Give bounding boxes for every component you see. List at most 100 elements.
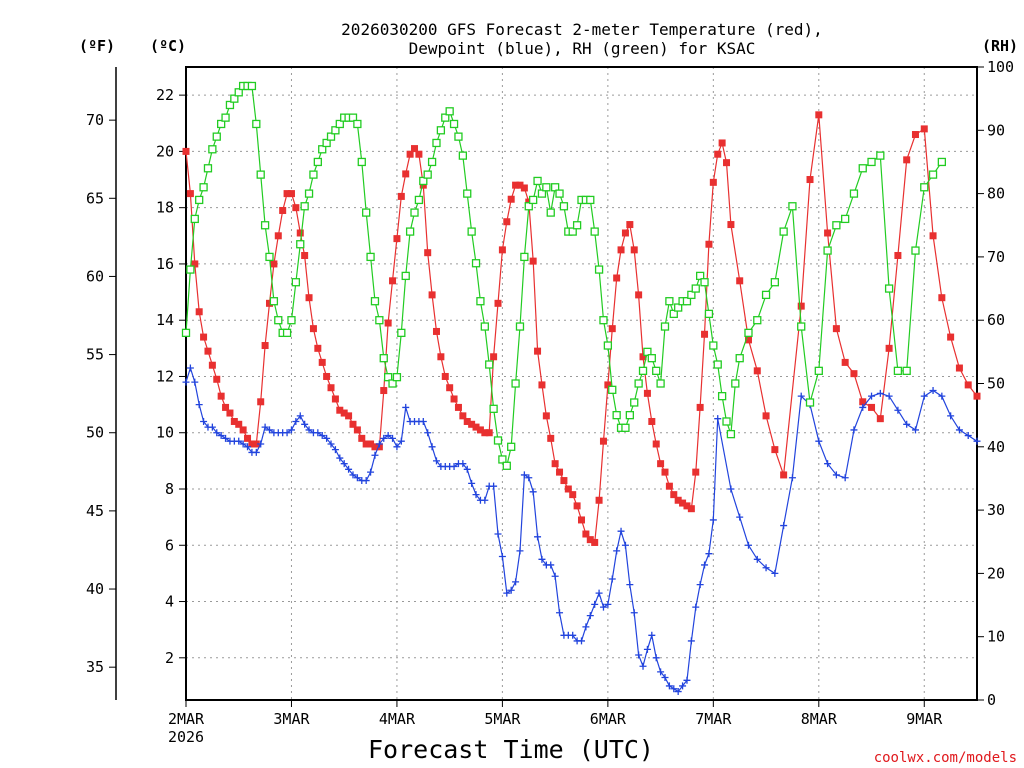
temperature-point xyxy=(534,347,542,355)
fahrenheit-tick-label: 40 xyxy=(86,580,104,598)
rh-point xyxy=(709,341,718,350)
dewpoint-point xyxy=(296,412,304,420)
temperature-point xyxy=(331,395,339,403)
temperature-point xyxy=(599,437,607,445)
dewpoint-point xyxy=(252,448,260,456)
temperature-point xyxy=(384,319,392,327)
rh-point xyxy=(366,252,375,262)
fahrenheit-tick-label: 65 xyxy=(86,189,104,207)
dewpoint-point xyxy=(498,553,506,561)
celsius-tick-label: 2 xyxy=(165,649,174,667)
dewpoint-point xyxy=(683,676,691,684)
temperature-point xyxy=(551,460,559,468)
rh-point xyxy=(599,316,608,325)
temperature-point xyxy=(582,530,590,538)
dewpoint-point xyxy=(788,474,796,482)
rh-point xyxy=(225,100,235,110)
rh-point xyxy=(203,164,213,173)
rh-point xyxy=(515,322,525,331)
temperature-point xyxy=(859,398,867,406)
rh-tick-label: 20 xyxy=(987,564,1005,582)
dewpoint-point xyxy=(621,541,629,549)
x-axis-label: Forecast Time (UTC) xyxy=(368,735,654,764)
rh-point xyxy=(867,157,876,167)
rh-point xyxy=(436,126,446,135)
rh-point xyxy=(247,81,257,91)
temperature-point xyxy=(630,246,638,254)
fahrenheit-tick-label: 60 xyxy=(86,267,104,285)
dewpoint-point xyxy=(894,406,902,414)
rh-point xyxy=(647,354,656,363)
dewpoint-point xyxy=(938,392,946,400)
dewpoint-point xyxy=(551,572,559,580)
celsius-tick-label: 18 xyxy=(156,199,174,217)
dewpoint-point xyxy=(490,482,498,490)
rh-point xyxy=(779,227,788,236)
rh-point xyxy=(252,119,261,129)
rh-point xyxy=(260,221,270,230)
celsius-tick-label: 10 xyxy=(156,424,174,442)
rh-point xyxy=(322,138,331,148)
dewpoint-point xyxy=(380,434,388,442)
rh-point xyxy=(296,240,305,249)
rh-point xyxy=(884,284,894,293)
temperature-point xyxy=(868,403,876,411)
rh-point xyxy=(480,322,489,331)
temperature-point xyxy=(411,145,419,153)
temperature-point xyxy=(279,206,287,214)
temperature-point xyxy=(235,420,243,428)
temperature-point xyxy=(701,330,709,338)
dewpoint-point xyxy=(345,465,353,473)
rh-point xyxy=(313,157,322,167)
temperature-point xyxy=(371,443,379,451)
temperature-point xyxy=(507,195,515,203)
dewpoint-point xyxy=(753,555,761,563)
dewpoint-point xyxy=(239,440,247,448)
rh-point xyxy=(858,164,867,173)
temperature-point xyxy=(454,403,462,411)
rh-point xyxy=(634,379,643,388)
rh-point xyxy=(181,328,191,338)
rh-point xyxy=(700,278,709,287)
fahrenheit-tick-label: 45 xyxy=(86,502,104,520)
temperature-point xyxy=(287,190,295,198)
dewpoint-point xyxy=(384,432,392,440)
dewpoint-point xyxy=(191,378,199,386)
dewpoint-point xyxy=(832,471,840,479)
rh-point xyxy=(902,366,911,375)
dewpoint-point xyxy=(305,426,313,434)
temperature-point xyxy=(208,361,216,369)
rh-line xyxy=(185,85,943,468)
temperature-point xyxy=(903,156,911,164)
temperature-point xyxy=(226,409,234,417)
temperature-point xyxy=(613,274,621,282)
temperature-point xyxy=(538,381,546,389)
rh-point xyxy=(463,189,472,198)
temperature-point xyxy=(841,358,849,366)
dewpoint-point xyxy=(362,477,370,485)
fahrenheit-axis-unit: (ºF) xyxy=(79,37,115,55)
temperature-point xyxy=(406,150,414,158)
temperature-point xyxy=(744,336,752,344)
temperature-point xyxy=(463,417,471,425)
dewpoint-point xyxy=(323,434,331,442)
dewpoint-point xyxy=(661,673,669,681)
temperature-point xyxy=(274,232,282,240)
rh-point xyxy=(572,221,582,230)
dewpoint-point xyxy=(608,575,616,583)
rh-tick-label: 100 xyxy=(987,58,1014,76)
rh-point xyxy=(537,189,547,198)
x-tick-sublabel: 2026 xyxy=(168,728,204,746)
temperature-point xyxy=(578,516,585,524)
rh-tick-label: 10 xyxy=(987,628,1005,646)
temperature-point xyxy=(353,426,361,434)
temperature-point xyxy=(762,412,770,420)
temperature-point xyxy=(292,204,300,212)
dewpoint-point xyxy=(481,496,489,504)
rh-point xyxy=(353,119,362,129)
dewpoint-point xyxy=(402,403,410,411)
rh-point xyxy=(542,183,551,192)
rh-point xyxy=(458,151,468,160)
rh-point xyxy=(770,278,780,287)
temperature-point xyxy=(270,260,278,268)
